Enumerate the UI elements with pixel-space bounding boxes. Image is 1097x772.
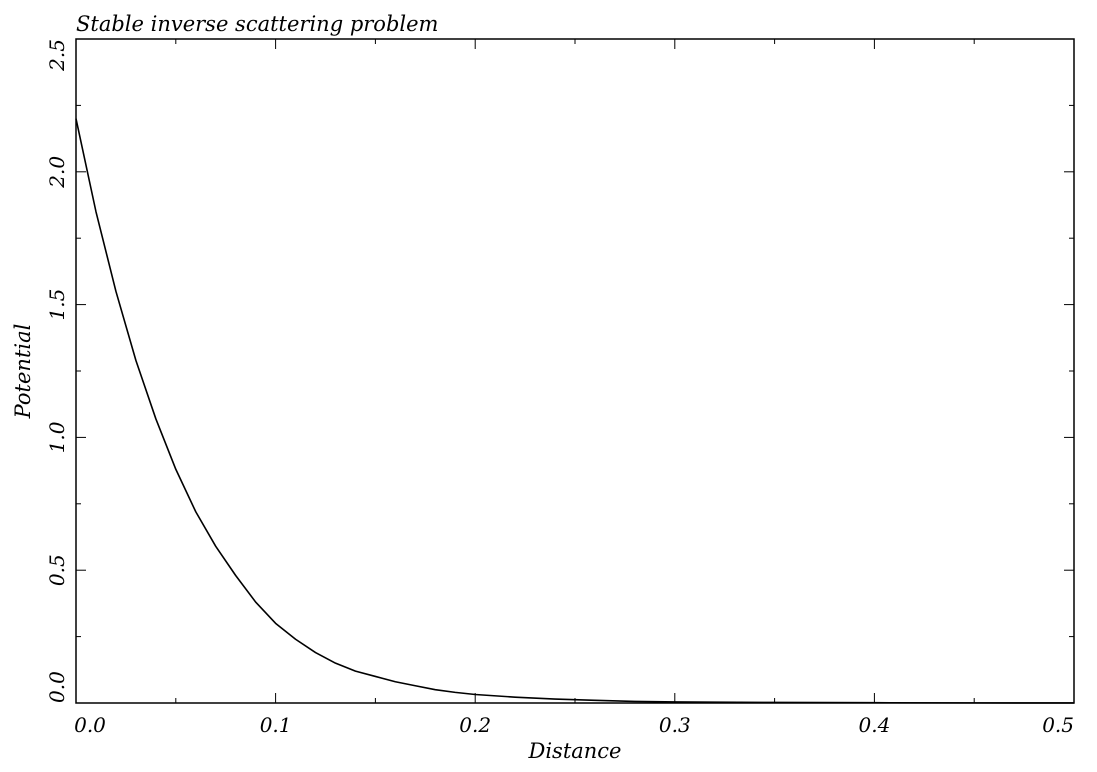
series-lines [75,118,1075,704]
x-axis-label: Distance [527,739,621,763]
x-tick-label: 0.3 [659,713,691,737]
tick-marks [75,38,1075,704]
x-tick-label: 0.5 [1042,713,1074,737]
y-tick-label: 2.0 [45,156,69,189]
plot-frame [75,38,1075,704]
x-tick-label: 0.0 [74,713,106,737]
y-tick-label: 0.5 [45,554,69,586]
x-tick-label: 0.1 [260,713,292,737]
series-line [75,118,1075,704]
tick-labels: 0.0 0.1 0.2 0.3 0.4 0.5 0.0 0.5 1.0 1.5 2.0 2.5 [45,39,1074,737]
y-axis-label: Potential [11,324,35,420]
y-tick-label: 1.0 [45,421,69,453]
x-tick-label: 0.4 [858,713,890,737]
y-tick-label: 2.5 [45,39,69,72]
y-tick-label: 0.0 [45,671,69,703]
y-tick-label: 1.5 [45,289,69,321]
chart-title: Stable inverse scattering problem [76,12,438,36]
x-tick-label: 0.2 [459,713,491,737]
